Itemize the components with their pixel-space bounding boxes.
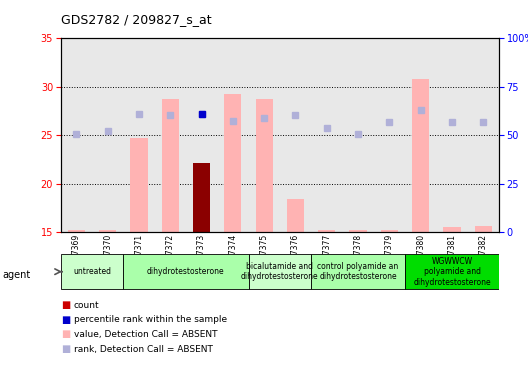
Bar <box>92 38 124 232</box>
Bar <box>249 38 280 232</box>
Text: untreated: untreated <box>73 267 111 276</box>
Text: ■: ■ <box>61 344 70 354</box>
Text: WGWWCW
polyamide and
dihydrotestosterone: WGWWCW polyamide and dihydrotestosterone <box>413 257 491 286</box>
Bar <box>193 162 210 232</box>
Bar <box>311 38 343 232</box>
Bar <box>217 38 249 232</box>
Bar <box>343 38 374 232</box>
Bar <box>130 138 148 232</box>
FancyBboxPatch shape <box>249 254 311 289</box>
Bar <box>436 38 468 232</box>
Bar <box>475 225 492 232</box>
Text: percentile rank within the sample: percentile rank within the sample <box>74 315 227 324</box>
FancyBboxPatch shape <box>61 254 124 289</box>
Text: rank, Detection Call = ABSENT: rank, Detection Call = ABSENT <box>74 344 213 354</box>
Text: ■: ■ <box>61 329 70 339</box>
Bar <box>61 38 92 232</box>
Text: GDS2782 / 209827_s_at: GDS2782 / 209827_s_at <box>61 13 211 26</box>
Text: control polyamide an
dihydrotestosterone: control polyamide an dihydrotestosterone <box>317 262 399 281</box>
Text: agent: agent <box>3 270 31 280</box>
Bar <box>374 38 405 232</box>
Bar <box>280 38 311 232</box>
Text: bicalutamide and
dihydrotestosterone: bicalutamide and dihydrotestosterone <box>241 262 319 281</box>
Bar <box>155 38 186 232</box>
Bar <box>405 38 436 232</box>
Bar <box>287 199 304 232</box>
Bar <box>318 230 335 232</box>
Text: ■: ■ <box>61 315 70 325</box>
FancyBboxPatch shape <box>311 254 405 289</box>
Bar <box>224 94 241 232</box>
Bar <box>412 79 429 232</box>
Bar <box>162 99 179 232</box>
Bar <box>256 99 273 232</box>
Text: count: count <box>74 301 100 310</box>
Bar <box>381 230 398 232</box>
Bar <box>99 230 116 232</box>
Text: dihydrotestosterone: dihydrotestosterone <box>147 267 225 276</box>
Bar <box>350 230 367 232</box>
FancyBboxPatch shape <box>405 254 499 289</box>
Bar <box>444 227 460 232</box>
Bar <box>186 38 217 232</box>
Bar <box>124 38 155 232</box>
Text: value, Detection Call = ABSENT: value, Detection Call = ABSENT <box>74 330 218 339</box>
Bar <box>468 38 499 232</box>
Text: ■: ■ <box>61 300 70 310</box>
Bar <box>68 230 85 232</box>
FancyBboxPatch shape <box>124 254 249 289</box>
